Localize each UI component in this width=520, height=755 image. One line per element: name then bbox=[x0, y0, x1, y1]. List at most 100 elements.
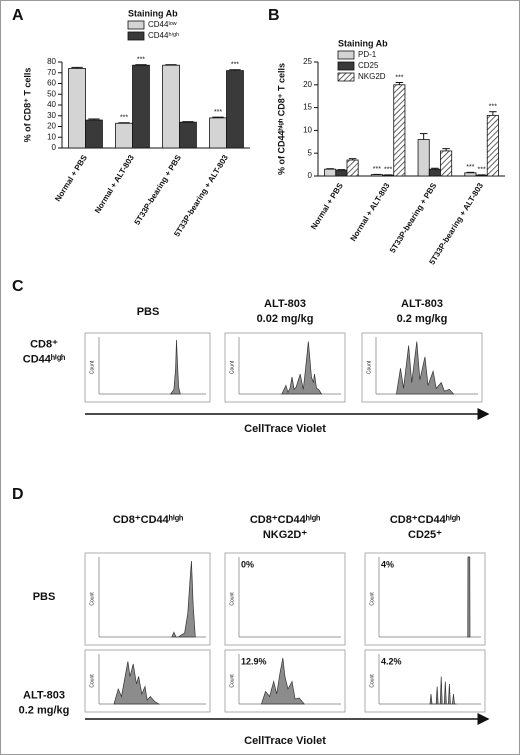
column-header: ALT-803 bbox=[401, 298, 443, 310]
bar bbox=[226, 70, 244, 149]
row-label: CD44ʰⁱᵍʰ bbox=[23, 352, 65, 365]
histogram bbox=[171, 560, 196, 638]
bar bbox=[335, 169, 348, 177]
x-axis-label: CellTrace Violet bbox=[244, 423, 326, 435]
legend-swatch bbox=[337, 50, 355, 60]
bar bbox=[486, 114, 499, 177]
row-label: PBS bbox=[33, 591, 56, 603]
y-tick-label: 15 bbox=[303, 103, 312, 112]
y-tick-label: 25 bbox=[303, 57, 312, 66]
y-tick-label: 0 bbox=[308, 171, 313, 180]
significance: *** bbox=[120, 115, 128, 122]
bar bbox=[324, 168, 337, 177]
histogram-frame bbox=[224, 332, 346, 403]
y-axis-label: % of CD8⁺ T cells bbox=[22, 68, 32, 143]
percent-label: 0% bbox=[241, 559, 254, 569]
legend-label: CD44ˡᵒʷ bbox=[148, 20, 177, 29]
column-header: CD8⁺CD44ʰⁱᵍʰ bbox=[250, 513, 320, 526]
y-axis-label: Count bbox=[229, 592, 235, 606]
y-tick-label: 40 bbox=[47, 100, 56, 109]
y-tick-label: 30 bbox=[47, 111, 56, 120]
percent-label: 4% bbox=[381, 559, 394, 569]
x-tick-label: Normal + ALT-803 bbox=[93, 153, 136, 215]
legend-title: Staining Ab bbox=[338, 38, 388, 48]
histogram bbox=[260, 657, 306, 705]
y-axis-label: Count bbox=[369, 674, 375, 688]
bar bbox=[428, 168, 441, 177]
column-header: PBS bbox=[137, 306, 160, 318]
y-axis-label: Count bbox=[89, 674, 95, 688]
y-tick-label: 20 bbox=[47, 122, 56, 131]
legend-label: CD25 bbox=[358, 61, 379, 70]
y-tick-label: 10 bbox=[47, 132, 56, 141]
histogram bbox=[113, 661, 161, 705]
legend-label: NKG2D bbox=[358, 72, 386, 81]
x-tick-label: 5T33P-bearing + PBS bbox=[133, 153, 184, 227]
row-label: 0.2 mg/kg bbox=[19, 704, 70, 716]
significance: *** bbox=[214, 109, 222, 116]
y-axis-label: Count bbox=[229, 360, 235, 374]
histogram bbox=[395, 341, 455, 395]
y-tick-label: 70 bbox=[47, 68, 56, 77]
bar bbox=[115, 122, 133, 149]
legend-label: CD44ʰⁱᵍʰ bbox=[148, 31, 179, 40]
y-axis-label: Count bbox=[369, 592, 375, 606]
column-header: ALT-803 bbox=[264, 298, 306, 310]
significance: *** bbox=[395, 74, 403, 81]
bar bbox=[464, 172, 477, 177]
significance: *** bbox=[373, 166, 381, 173]
y-tick-label: 50 bbox=[47, 89, 56, 98]
y-axis-label: Count bbox=[89, 592, 95, 606]
legend-label: PD-1 bbox=[358, 50, 377, 59]
bar bbox=[179, 121, 197, 149]
histogram bbox=[170, 339, 181, 395]
row-label: CD8⁺ bbox=[30, 338, 58, 350]
x-axis-label: CellTrace Violet bbox=[244, 735, 326, 747]
column-header: 0.02 mg/kg bbox=[257, 313, 314, 325]
bar bbox=[162, 64, 180, 149]
bar bbox=[440, 150, 453, 177]
significance: *** bbox=[466, 164, 474, 171]
histogram-frame bbox=[224, 649, 346, 713]
column-header: 0.2 mg/kg bbox=[397, 313, 448, 325]
histogram bbox=[429, 676, 457, 705]
row-label: ALT-803 bbox=[23, 689, 65, 701]
histogram-frame bbox=[361, 332, 483, 403]
percent-label: 4.2% bbox=[381, 656, 402, 666]
histogram-frame bbox=[364, 649, 486, 713]
histogram-frame bbox=[84, 552, 211, 646]
x-tick-label: 5T33P-bearing + ALT-803 bbox=[427, 181, 485, 266]
y-axis-label: Count bbox=[366, 360, 372, 374]
y-axis-label: % of CD44ʰⁱᵍʰ CD8⁺ T cells bbox=[275, 63, 286, 175]
significance: *** bbox=[478, 167, 486, 174]
legend-swatch bbox=[127, 20, 145, 30]
bar bbox=[68, 68, 86, 149]
legend-swatch bbox=[337, 72, 355, 82]
significance: *** bbox=[137, 57, 145, 64]
panel-letter: C bbox=[12, 278, 24, 295]
percent-label: 12.9% bbox=[241, 656, 267, 666]
y-axis-label: Count bbox=[229, 674, 235, 688]
bar bbox=[393, 84, 406, 177]
legend-swatch bbox=[127, 31, 145, 41]
histogram-frame bbox=[364, 552, 486, 646]
bar bbox=[346, 159, 359, 177]
histogram bbox=[467, 556, 471, 638]
x-tick-label: 5T33P-bearing + PBS bbox=[388, 181, 439, 255]
histogram-frame bbox=[84, 332, 211, 403]
significance: *** bbox=[489, 104, 497, 111]
legend-title: Staining Ab bbox=[128, 8, 178, 18]
histogram bbox=[281, 341, 323, 395]
bar bbox=[417, 139, 430, 177]
y-tick-label: 5 bbox=[308, 148, 313, 157]
histogram-frame bbox=[224, 552, 346, 646]
histogram-frame bbox=[84, 649, 211, 713]
column-header: CD8⁺CD44ʰⁱᵍʰ bbox=[113, 513, 183, 526]
x-tick-label: 5T33P-bearing + ALT-803 bbox=[172, 153, 230, 238]
y-tick-label: 60 bbox=[47, 79, 56, 88]
column-header: CD8⁺CD44ʰⁱᵍʰ bbox=[390, 513, 460, 526]
panel-letter: D bbox=[12, 486, 24, 503]
panel-letter: B bbox=[268, 7, 280, 24]
panel-letter: A bbox=[12, 7, 24, 24]
